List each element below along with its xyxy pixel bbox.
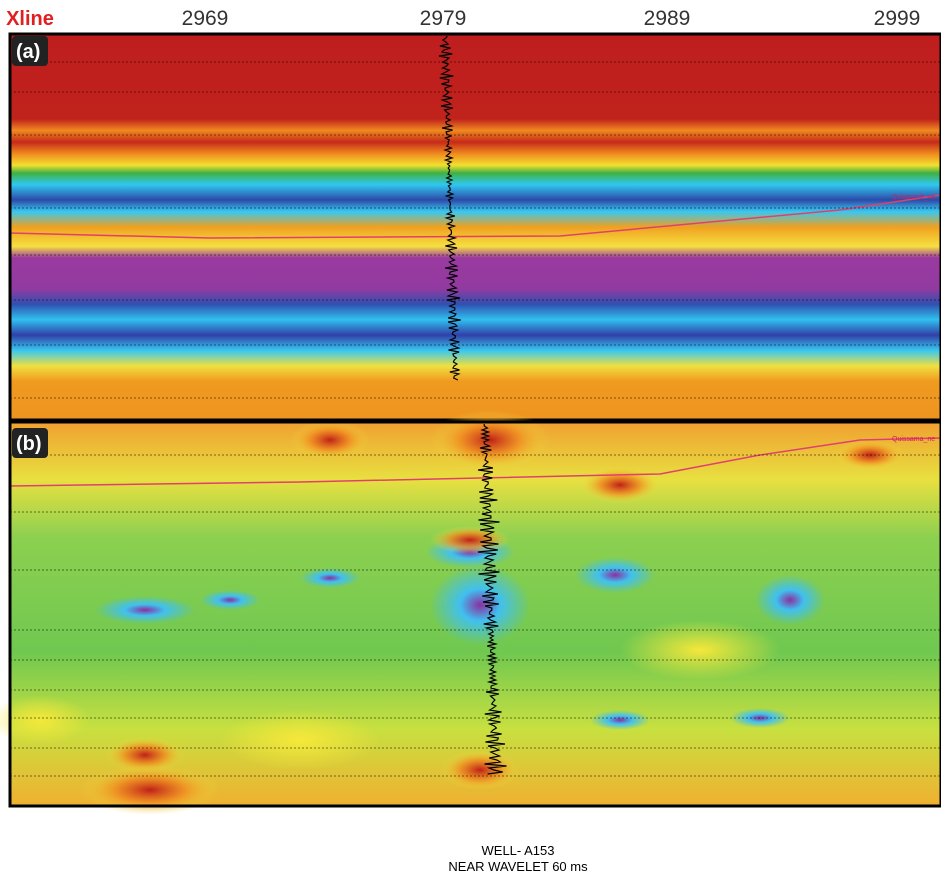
caption: NEAR WAVELET 60 ms [448, 859, 588, 874]
anomaly [95, 596, 195, 624]
anomaly [755, 575, 825, 625]
anomaly [220, 710, 380, 770]
tick-label: 2989 [644, 7, 691, 30]
panel-b: (b) Quissama_ne [0, 410, 941, 815]
axis-title: Xline [6, 8, 54, 30]
anomaly [200, 590, 260, 610]
tick-label: 2999 [874, 7, 921, 30]
anomaly [440, 750, 520, 790]
tick-label: 2969 [182, 7, 229, 30]
anomaly [590, 710, 650, 730]
anomaly [290, 420, 370, 460]
anomaly [620, 620, 780, 680]
horizon-label: Quissama_ne [892, 436, 935, 443]
anomaly [430, 565, 530, 645]
tick-label: 2979 [420, 7, 467, 30]
panel-label: (a) [16, 41, 40, 63]
anomaly [300, 568, 360, 588]
anomaly [430, 526, 510, 554]
figure: Xline 2969 2979 2989 2999 (a) Quissamã_n… [0, 0, 941, 882]
caption: WELL- A153 [482, 843, 555, 858]
panel-a: (a) Quissamã_ne [10, 34, 941, 420]
anomaly [575, 557, 655, 593]
horizon-label: Quissamã_ne [892, 194, 935, 201]
panel-label: (b) [16, 433, 42, 455]
anomaly [580, 467, 660, 503]
